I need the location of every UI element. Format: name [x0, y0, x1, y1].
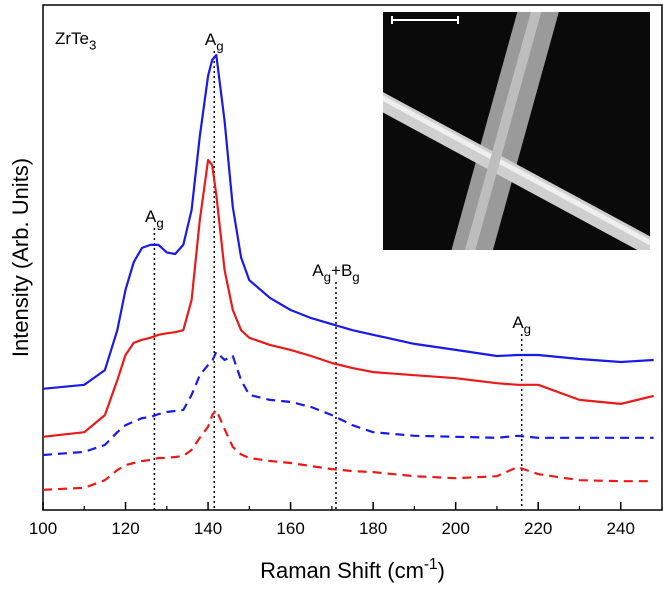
text-part: A [205, 30, 217, 49]
text-part: ) [438, 558, 445, 583]
superscript: -1 [424, 556, 438, 573]
subscript: g [156, 216, 163, 231]
text-part: Raman Shift (cm [260, 558, 424, 583]
text-part: A [312, 261, 324, 280]
x-tick-label: 160 [276, 519, 304, 538]
peak-label: Ag [205, 30, 224, 54]
text-part: A [512, 313, 524, 332]
subscript: g [324, 270, 331, 285]
text-part: +B [331, 261, 352, 280]
x-axis-label: Raman Shift (cm-1) [260, 556, 445, 583]
x-tick-label: 200 [441, 519, 469, 538]
x-tick-label: 220 [524, 519, 552, 538]
x-tick-label: 100 [29, 519, 57, 538]
x-tick-label: 140 [194, 519, 222, 538]
text-part: ZrTe [55, 29, 89, 48]
peak-label: Ag [145, 207, 164, 231]
subscript: g [216, 39, 223, 54]
series-line [43, 410, 654, 490]
text-part: A [145, 207, 157, 226]
chart-title: ZrTe3 [55, 29, 96, 53]
peak-label: Ag [512, 313, 531, 337]
subscript: 3 [89, 38, 96, 53]
x-tick-label: 240 [607, 519, 635, 538]
subscript: g [352, 270, 359, 285]
peak-label: Ag+Bg [312, 261, 359, 285]
chart: 100120140160180200220240AgAgAg+BgAgZrTe3… [0, 0, 663, 591]
x-tick-label: 180 [359, 519, 387, 538]
inset-image [375, 5, 660, 258]
y-axis-label: Intensity (Arb. Units) [8, 158, 33, 357]
x-tick-label: 120 [111, 519, 139, 538]
subscript: g [524, 322, 531, 337]
